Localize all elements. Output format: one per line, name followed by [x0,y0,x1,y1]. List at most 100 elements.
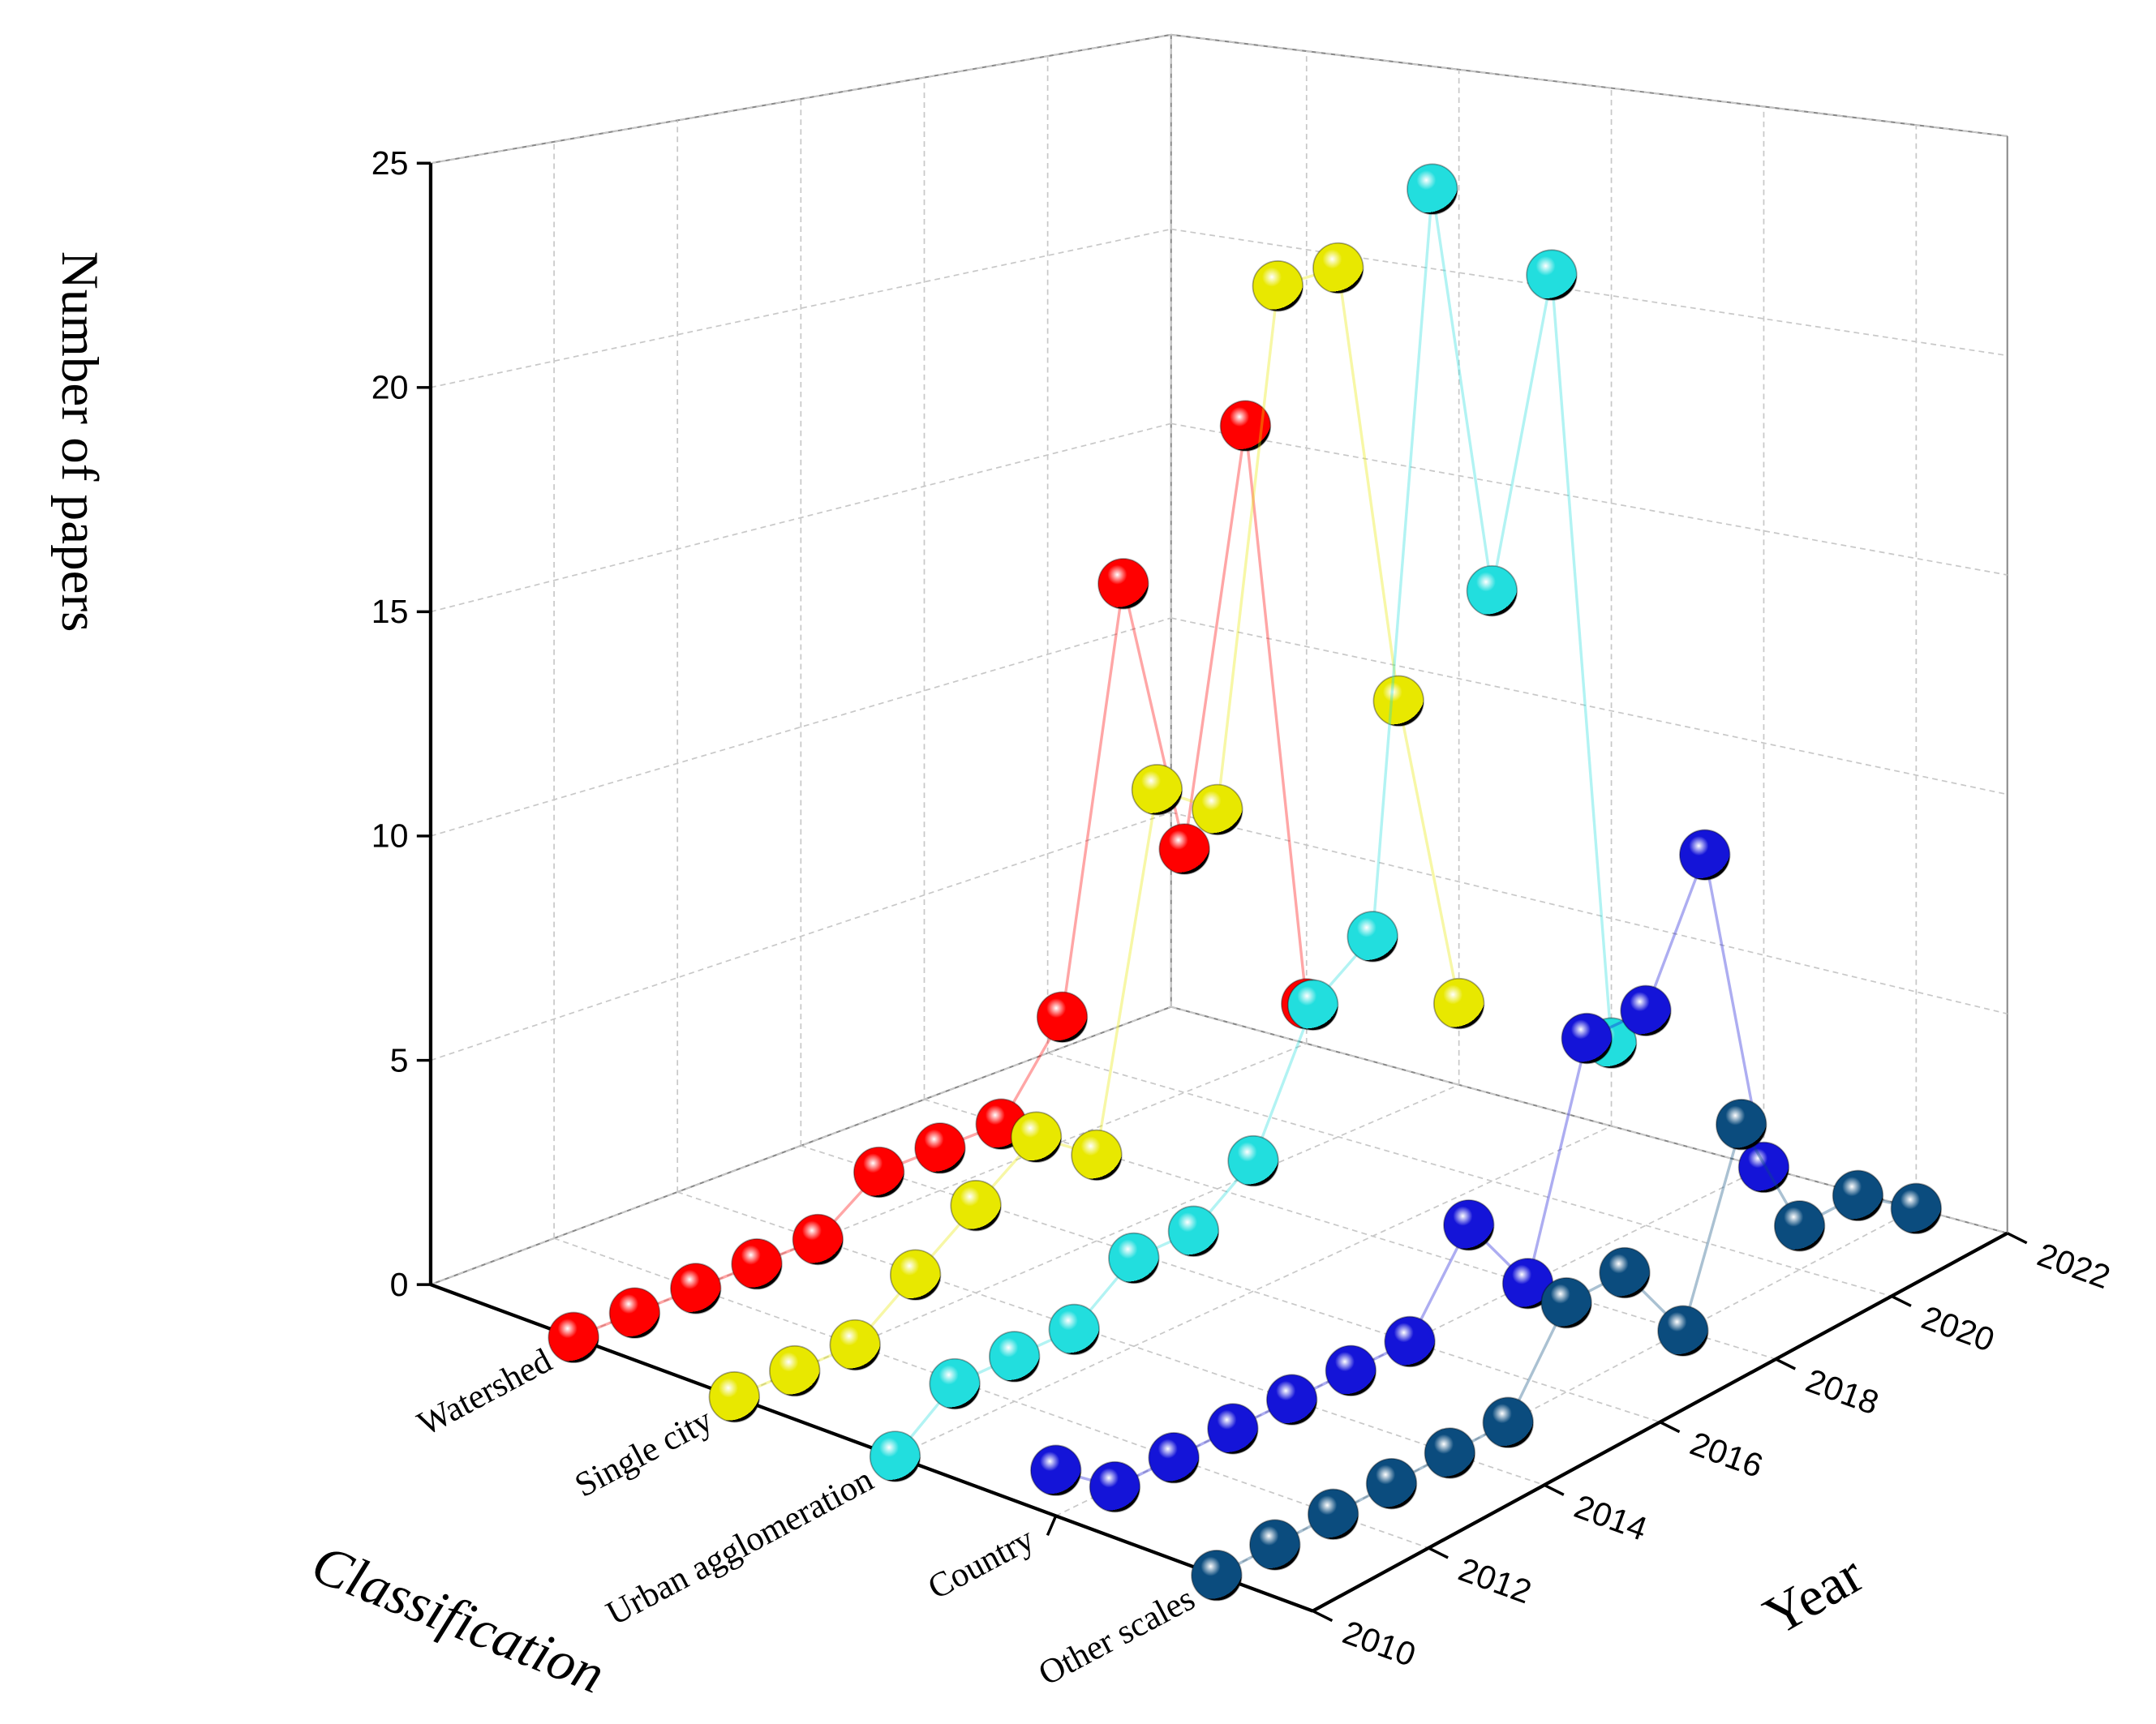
x-tick [2006,1232,2028,1245]
marker [1372,675,1424,727]
x-tick-label: 2020 [1917,1298,1999,1358]
category-label: Watershed [411,1341,558,1443]
marker [1207,1403,1259,1455]
marker [1346,911,1398,963]
x-tick [1428,1546,1449,1559]
marker [1365,1457,1418,1510]
marker [1219,400,1272,452]
series-line [733,266,1461,1399]
marker [889,1249,942,1301]
category-label: Other scales [1033,1580,1201,1693]
grid-line [1170,812,2008,1015]
marker [1010,1111,1063,1163]
x-tick-label: 2016 [1686,1425,1768,1485]
marker [1252,260,1304,312]
marker [1384,1315,1436,1368]
marker [731,1238,783,1290]
marker [548,1311,599,1364]
marker [608,1287,661,1339]
grid-line [895,1125,1612,1457]
x-tick-label: 2012 [1454,1550,1536,1610]
x-tick [1891,1294,1912,1307]
y-tick-label: 10 [372,817,409,855]
y-tick-label: 5 [390,1041,409,1079]
marker [853,1146,905,1199]
marker [769,1344,821,1397]
marker [1036,991,1089,1043]
series-line [894,188,1613,1458]
marker [1089,1460,1141,1513]
y-tick-label: 20 [372,369,409,406]
marker [1312,242,1364,294]
marker [670,1263,722,1314]
grid-line [1170,422,2008,576]
marker [1131,764,1183,816]
series-line [1055,849,1766,1489]
marker [792,1213,844,1266]
x-tick-label: 2022 [2033,1236,2115,1296]
marker [1286,979,1339,1031]
marker [1227,1134,1279,1187]
marker [1108,1232,1160,1284]
marker [1148,1432,1200,1484]
marker [829,1319,881,1371]
marker [950,1179,1002,1232]
category-label: Country [921,1520,1040,1607]
marker [1737,1141,1790,1194]
marker [1307,1488,1359,1541]
marker [1773,1200,1826,1252]
x-tick [1544,1483,1565,1496]
marker [1167,1205,1220,1258]
marker [929,1357,981,1410]
marker [1679,829,1731,881]
category-label: Single city [569,1400,719,1504]
marker [1191,1550,1243,1602]
y-tick-label: 25 [372,144,409,182]
axes: 0 5 10 15 20 25 2010 2012 2014 2016 2018 2020 2022 Wa… [372,144,2115,1693]
marker [988,1331,1041,1383]
x-tick-label: 2018 [1801,1362,1883,1422]
y-axis-title: Number of papers [50,251,109,633]
marker [1407,163,1458,215]
marker [1832,1169,1884,1222]
grid-line [1047,1052,1892,1297]
grid-line [1170,617,2008,796]
marker [1030,1444,1082,1496]
grid-line [676,1191,1545,1486]
x-tick-label: 2010 [1338,1614,1421,1674]
marker [1192,783,1243,836]
marker [1249,1519,1301,1571]
plot-area [548,163,1943,1602]
grid-line [430,33,1171,165]
grid-line [801,1145,1660,1423]
marker [1561,1012,1613,1065]
marker [1443,1199,1495,1251]
x-axis-title: Year [1754,1542,1873,1647]
marker [914,1122,966,1174]
grid-line [553,1237,1429,1549]
marker [1071,1129,1123,1181]
marker [1265,1374,1318,1426]
y-tick-label: 15 [372,593,409,630]
category-axis-title: Classification [304,1533,613,1705]
marker [1890,1182,1943,1235]
marker [708,1371,760,1423]
marker [1599,1246,1651,1299]
marker [1540,1277,1592,1329]
x-tick-label: 2014 [1570,1487,1652,1547]
marker [1424,1427,1476,1479]
marker [1048,1303,1100,1356]
category-tick [1046,1515,1058,1537]
category-label: Urban agglomeration [600,1460,879,1633]
marker [1526,249,1578,301]
grid-line [924,1098,1776,1360]
x-axis [1312,1231,2008,1613]
marker [1657,1305,1709,1357]
x-tick [1312,1610,1334,1623]
marker [1158,823,1210,875]
marker [869,1430,921,1482]
x-tick [1659,1421,1681,1434]
marker [1432,977,1485,1030]
